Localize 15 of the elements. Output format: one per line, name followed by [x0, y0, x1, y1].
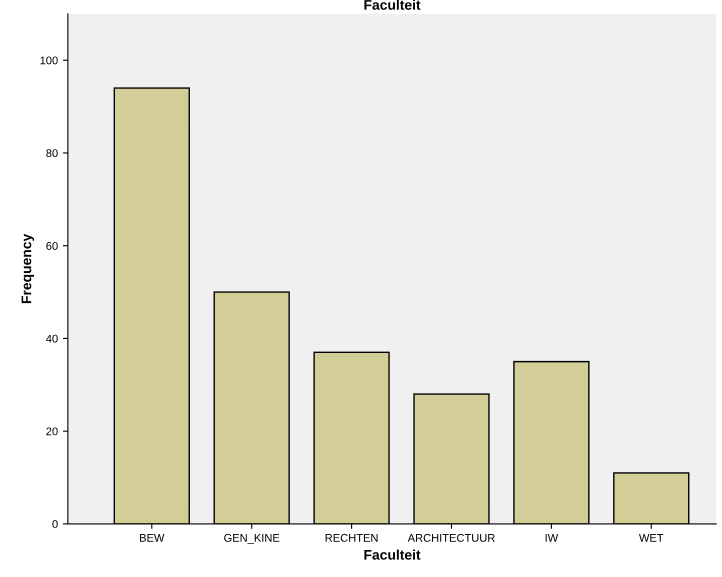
x-axis-title: Faculteit — [364, 550, 420, 560]
y-tick-label: 40 — [46, 334, 58, 343]
y-tick-label: 0 — [52, 520, 58, 528]
x-tick-label: IW — [546, 534, 558, 542]
x-tick-label: WET — [638, 534, 664, 542]
x-tick-label: ARCHITECTUUR — [408, 534, 495, 542]
y-axis-title: Frequency — [22, 234, 34, 304]
y-tick-label: 80 — [46, 149, 58, 158]
y-tick-label: 100 — [40, 56, 58, 64]
y-tick-label: 20 — [46, 427, 58, 436]
y-tick-label: 60 — [46, 242, 58, 250]
chart-title: Faculteit — [364, 0, 420, 10]
x-tick-label: BEW — [140, 534, 164, 542]
x-tick-label: RECHTEN — [326, 534, 378, 542]
x-tick-label: GEN_KINE — [224, 534, 280, 544]
